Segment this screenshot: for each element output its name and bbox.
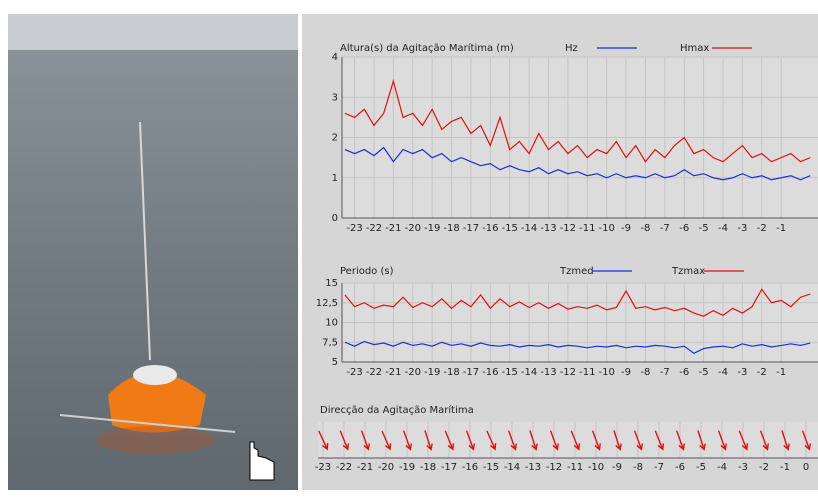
x-tick-label: -13	[525, 462, 541, 473]
x-tick-label: -4	[717, 462, 727, 473]
x-tick-label: -14	[504, 462, 520, 473]
x-tick-label: -15	[502, 367, 518, 378]
screen: -23-22-21-20-19-18-17-16-15-14-13-12-11-…	[0, 0, 818, 497]
x-tick-label: 0	[803, 462, 809, 473]
x-tick-label: -11	[579, 223, 595, 234]
y-tick-label: 15	[325, 278, 338, 289]
x-tick-label: -21	[385, 367, 401, 378]
x-tick-label: -2	[759, 462, 769, 473]
x-tick-label: -10	[598, 223, 614, 234]
x-tick-label: -7	[660, 367, 670, 378]
x-tick-label: -8	[640, 367, 650, 378]
x-tick-label: -16	[482, 223, 498, 234]
x-tick-label: -9	[612, 462, 622, 473]
x-tick-label: -22	[366, 367, 382, 378]
x-tick-label: -22	[366, 223, 382, 234]
x-tick-label: -7	[654, 462, 664, 473]
x-tick-label: -19	[424, 223, 440, 234]
y-tick-label: 0	[332, 213, 338, 224]
x-tick-label: -21	[357, 462, 373, 473]
x-tick-label: -19	[399, 462, 415, 473]
x-tick-label: -10	[588, 462, 604, 473]
x-tick-label: -8	[633, 462, 643, 473]
legend-label: Hmax	[680, 43, 709, 54]
x-tick-label: -18	[443, 223, 459, 234]
x-tick-label: -3	[737, 223, 747, 234]
x-tick-label: -15	[483, 462, 499, 473]
x-tick-label: -9	[621, 223, 631, 234]
x-tick-label: -7	[660, 223, 670, 234]
y-tick-label: 3	[332, 92, 338, 103]
x-tick-label: -23	[315, 462, 331, 473]
x-tick-label: -14	[521, 367, 537, 378]
y-tick-label: 2	[332, 133, 338, 144]
chart-title: Direcção da Agitação Marítima	[320, 404, 474, 416]
x-tick-label: -6	[679, 223, 689, 234]
x-tick-label: -16	[462, 462, 478, 473]
x-tick-label: -18	[420, 462, 436, 473]
x-tick-label: -1	[776, 223, 786, 234]
y-tick-label: 12,5	[316, 298, 338, 309]
x-tick-label: -4	[718, 367, 728, 378]
y-tick-label: 5	[332, 357, 338, 368]
x-tick-label: -21	[385, 223, 401, 234]
x-tick-label: -17	[463, 367, 479, 378]
x-tick-label: -19	[424, 367, 440, 378]
x-tick-label: -14	[521, 223, 537, 234]
x-tick-label: -1	[780, 462, 790, 473]
legend-label: Hz	[565, 43, 578, 54]
x-tick-label: -11	[567, 462, 583, 473]
x-tick-label: -5	[699, 223, 709, 234]
x-tick-label: -15	[502, 223, 518, 234]
x-tick-label: -12	[546, 462, 562, 473]
legend-label: Tzmed	[559, 266, 594, 277]
y-tick-label: 7,5	[322, 337, 338, 348]
x-tick-label: -17	[441, 462, 457, 473]
x-tick-label: -3	[737, 367, 747, 378]
y-tick-label: 4	[332, 52, 338, 63]
x-tick-label: -23	[346, 223, 362, 234]
x-tick-label: -17	[463, 223, 479, 234]
x-tick-label: -20	[405, 223, 421, 234]
x-tick-label: -5	[699, 367, 709, 378]
x-tick-label: -4	[718, 223, 728, 234]
x-tick-label: -13	[540, 223, 556, 234]
x-tick-label: -11	[579, 367, 595, 378]
x-tick-label: -2	[757, 223, 767, 234]
legend-label: Tzmax	[671, 266, 705, 277]
x-tick-label: -3	[738, 462, 748, 473]
x-tick-label: -10	[598, 367, 614, 378]
x-tick-label: -22	[336, 462, 352, 473]
x-tick-label: -20	[378, 462, 394, 473]
x-tick-label: -12	[560, 223, 576, 234]
y-tick-label: 1	[332, 173, 338, 184]
x-tick-label: -6	[675, 462, 685, 473]
x-tick-label: -23	[346, 367, 362, 378]
chart-title: Altura(s) da Agitação Marítima (m)	[340, 42, 514, 54]
x-tick-label: -18	[443, 367, 459, 378]
x-tick-label: -5	[696, 462, 706, 473]
x-tick-label: -6	[679, 367, 689, 378]
x-tick-label: -2	[757, 367, 767, 378]
photo	[8, 14, 298, 490]
x-tick-label: -13	[540, 367, 556, 378]
x-tick-label: -20	[405, 367, 421, 378]
y-tick-label: 10	[325, 318, 338, 329]
chart-title: Periodo (s)	[340, 266, 394, 277]
x-tick-label: -16	[482, 367, 498, 378]
page: -23-22-21-20-19-18-17-16-15-14-13-12-11-…	[0, 0, 818, 497]
x-tick-label: -8	[640, 223, 650, 234]
x-tick-label: -9	[621, 367, 631, 378]
x-tick-label: -1	[776, 367, 786, 378]
x-tick-label: -12	[560, 367, 576, 378]
